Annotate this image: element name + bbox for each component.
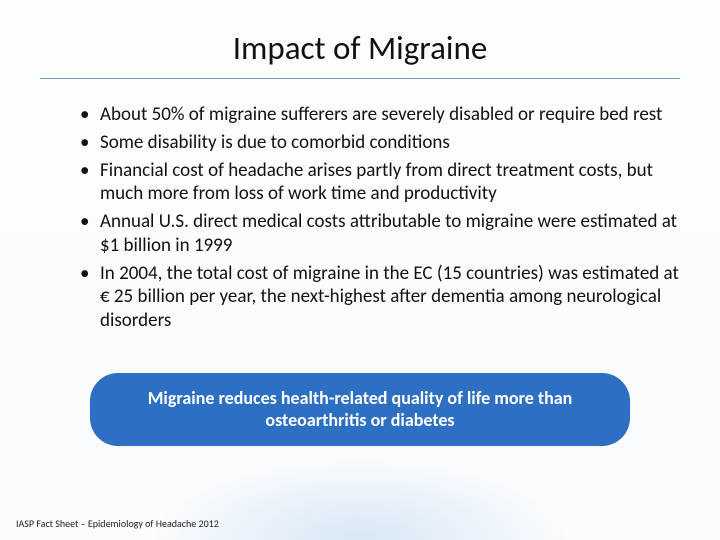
bullet-item: In 2004, the total cost of migraine in t… bbox=[80, 262, 680, 333]
slide: Impact of Migraine About 50% of migraine… bbox=[0, 0, 720, 540]
bullet-item: Financial cost of headache arises partly… bbox=[80, 159, 680, 207]
bullet-item: Annual U.S. direct medical costs attribu… bbox=[80, 210, 680, 258]
footer-citation: IASP Fact Sheet – Epidemiology of Headac… bbox=[16, 517, 219, 530]
slide-title: Impact of Migraine bbox=[40, 28, 680, 68]
bullet-item: About 50% of migraine sufferers are seve… bbox=[80, 103, 680, 127]
title-rule bbox=[40, 78, 680, 79]
callout-box: Migraine reduces health-related quality … bbox=[90, 373, 630, 446]
bullet-list: About 50% of migraine sufferers are seve… bbox=[40, 103, 680, 337]
bullet-item: Some disability is due to comorbid condi… bbox=[80, 131, 680, 155]
